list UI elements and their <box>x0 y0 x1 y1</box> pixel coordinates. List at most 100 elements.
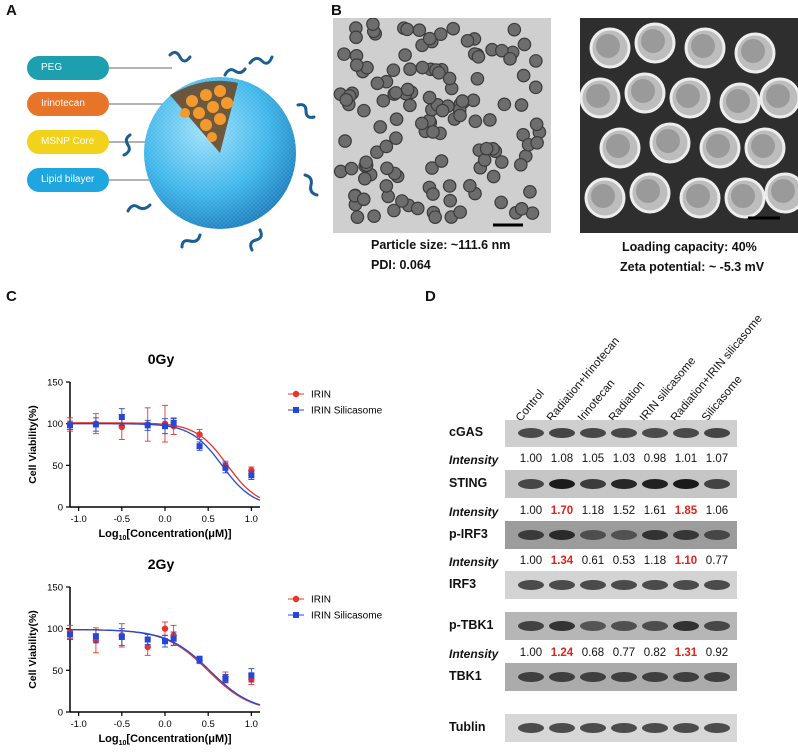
particle <box>455 94 470 108</box>
x-tick-label: 0.5 <box>202 719 215 730</box>
particle <box>387 203 401 218</box>
particle <box>412 23 427 38</box>
particle <box>443 193 458 208</box>
chart-title: 0Gy <box>148 351 175 367</box>
particle <box>460 34 475 48</box>
x-tick-label: 1.0 <box>245 719 258 730</box>
particle <box>337 47 351 61</box>
particle <box>356 192 371 207</box>
irinotecan-spheres <box>180 85 233 142</box>
blot-band <box>580 723 606 733</box>
blot-row-label: Tublin <box>449 720 486 734</box>
intensity-value: 1.03 <box>612 453 636 465</box>
particle-core <box>706 134 730 158</box>
particle <box>483 113 497 127</box>
x-tick-label: 0.0 <box>158 719 171 730</box>
intensity-value: 0.92 <box>705 647 729 659</box>
blot-band <box>673 428 699 438</box>
data-point <box>144 422 151 429</box>
particle <box>507 22 522 37</box>
particle-core <box>751 134 775 158</box>
intensity-value: 0.68 <box>581 647 605 659</box>
data-point <box>161 625 169 632</box>
particle-core <box>726 89 750 113</box>
particle <box>373 120 388 134</box>
particle <box>529 54 543 68</box>
particle <box>453 108 467 123</box>
intensity-value: 0.82 <box>643 647 667 659</box>
chart-2gy: 2Gy 0 50 100 150 -1.0 -0.5 0.0 0.5 1.0 Cell Viabil… <box>27 556 383 747</box>
y-tick-label: 100 <box>47 419 63 430</box>
particle <box>357 171 372 186</box>
blot-band <box>704 530 730 540</box>
pdi-caption: PDI: 0.064 <box>371 258 431 272</box>
particle <box>432 66 446 80</box>
particle <box>470 71 485 86</box>
panel-letter-a: A <box>6 2 17 19</box>
particle <box>514 202 529 216</box>
particle-core <box>591 184 615 208</box>
blot-band <box>673 479 699 489</box>
y-tick-label: 0 <box>58 503 63 514</box>
particle-size-caption: Particle size: ~111.6 nm <box>371 238 511 252</box>
data-point <box>162 638 168 645</box>
blot-band <box>518 672 544 682</box>
intensity-value: 1.61 <box>643 505 667 517</box>
intensity-value: 1.07 <box>705 453 729 465</box>
particle <box>428 210 442 224</box>
particle <box>435 103 450 118</box>
x-tick-label: -1.0 <box>70 719 86 730</box>
data-point <box>92 421 99 428</box>
y-tick-label: 50 <box>52 461 63 472</box>
y-tick-label: 150 <box>47 583 63 594</box>
particle <box>366 18 380 31</box>
particle <box>415 116 429 131</box>
particle <box>426 187 440 201</box>
intensity-value: 1.00 <box>519 555 543 567</box>
blot-row-label: TBK1 <box>449 669 482 683</box>
particle <box>446 21 461 36</box>
legend-marker <box>292 390 300 398</box>
particle <box>463 178 477 193</box>
blot-band <box>611 530 637 540</box>
data-point <box>222 464 229 471</box>
data-point <box>248 472 255 479</box>
legend-label: IRIN Silicasome <box>311 611 383 622</box>
particle-core <box>636 179 660 203</box>
intensity-value: 1.00 <box>519 647 543 659</box>
blot-band <box>673 530 699 540</box>
blot-band <box>673 621 699 631</box>
particle <box>528 80 543 95</box>
panel-letter-d: D <box>425 288 436 305</box>
particle <box>468 114 483 129</box>
particle <box>350 210 365 224</box>
legend-pill-lipid-bilayer: Lipid bilayer <box>27 168 109 192</box>
data-point <box>196 431 203 438</box>
blot-band <box>642 580 668 590</box>
lane-label: IRIN silicasome <box>637 355 699 424</box>
blot-band <box>549 530 575 540</box>
blot-band <box>673 580 699 590</box>
particle <box>398 48 412 62</box>
particle <box>494 195 508 210</box>
x-axis-label: Log10[Concentration(μM)] <box>98 528 231 542</box>
particle-core <box>691 34 715 58</box>
blot-band <box>704 621 730 631</box>
blot-band <box>642 479 668 489</box>
blot-band <box>704 723 730 733</box>
x-tick-label: 1.0 <box>245 514 258 525</box>
x-tick-label: -0.5 <box>114 719 130 730</box>
particle <box>513 157 528 172</box>
particle <box>425 161 439 175</box>
particle-core <box>731 184 755 208</box>
blot-band <box>580 672 606 682</box>
particle <box>503 51 517 66</box>
particle <box>422 90 437 105</box>
particle <box>477 153 492 167</box>
legend-marker <box>293 612 299 618</box>
blot-band <box>549 428 575 438</box>
blot-band <box>704 672 730 682</box>
blot-band <box>580 621 606 631</box>
legend-pill-peg: PEG <box>27 56 109 80</box>
data-point <box>118 634 125 640</box>
